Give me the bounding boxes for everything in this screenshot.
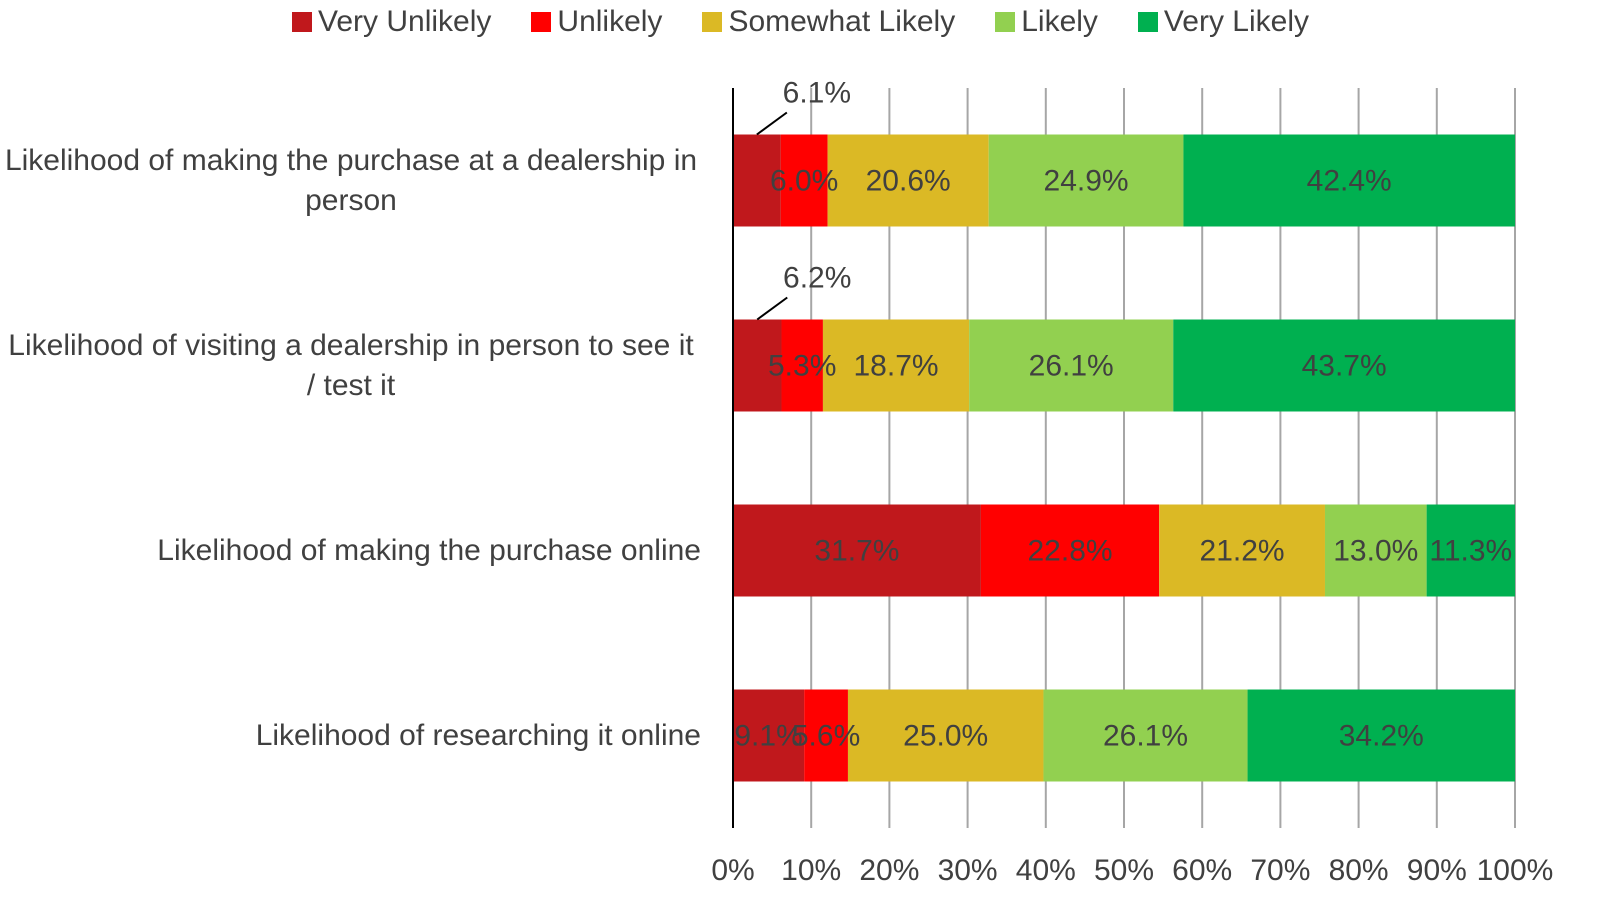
leader-line bbox=[756, 111, 788, 136]
x-tick-label: 70% bbox=[1250, 854, 1310, 887]
y-tick-label: Likelihood of researching it online bbox=[255, 718, 701, 752]
bar-segment bbox=[822, 319, 970, 412]
data-label: 43.7% bbox=[1302, 349, 1387, 382]
data-label: 21.2% bbox=[1200, 534, 1285, 567]
bar-segment bbox=[733, 504, 981, 597]
bar-segment bbox=[1324, 504, 1427, 597]
legend-item: Somewhat Likely bbox=[702, 5, 955, 39]
y-tick-label: Likelihood of visiting a dealership in p… bbox=[8, 328, 694, 402]
legend-item: Unlikely bbox=[531, 5, 662, 39]
legend-label: Likely bbox=[1021, 5, 1098, 38]
data-label: 13.0% bbox=[1333, 534, 1418, 567]
x-tick-label: 10% bbox=[781, 854, 841, 887]
x-tick-label: 60% bbox=[1172, 854, 1232, 887]
legend-swatch bbox=[702, 12, 723, 32]
bar-segment bbox=[733, 689, 805, 782]
bar-segment bbox=[733, 134, 781, 227]
data-label: 26.1% bbox=[1103, 719, 1188, 752]
bar-segment bbox=[1247, 689, 1515, 782]
legend-label: Somewhat Likely bbox=[728, 5, 956, 38]
bar-segment bbox=[969, 319, 1174, 412]
x-tick-label: 100% bbox=[1477, 854, 1554, 887]
x-tick-label: 40% bbox=[1016, 854, 1076, 887]
data-label: 11.3% bbox=[1429, 534, 1512, 567]
data-label: 31.7% bbox=[814, 534, 899, 567]
legend-label: Unlikely bbox=[557, 5, 663, 38]
bar-segment bbox=[988, 134, 1184, 227]
data-label: 24.9% bbox=[1044, 164, 1129, 197]
leader-line bbox=[756, 296, 788, 321]
bar-segment bbox=[1043, 689, 1248, 782]
data-label: 34.2% bbox=[1339, 719, 1424, 752]
data-label: 42.4% bbox=[1307, 164, 1392, 197]
x-tick-label: 30% bbox=[938, 854, 998, 887]
legend-swatch bbox=[292, 12, 312, 32]
legend-item: Likely bbox=[995, 5, 1098, 39]
x-tick-label: 80% bbox=[1329, 854, 1389, 887]
legend-swatch bbox=[531, 12, 552, 32]
bar-segment bbox=[780, 134, 828, 227]
data-label: 5.6% bbox=[792, 719, 860, 752]
bar-segment bbox=[733, 319, 782, 412]
bar-segment bbox=[1173, 319, 1515, 412]
legend-item: Very Likely bbox=[1137, 5, 1309, 39]
legend-item: Very Unlikely bbox=[292, 5, 491, 39]
bar-segment bbox=[827, 134, 989, 227]
x-tick-label: 50% bbox=[1094, 854, 1154, 887]
y-tick-label: Likelihood of making the purchase at a d… bbox=[4, 143, 698, 217]
x-tick-label: 0% bbox=[711, 854, 754, 887]
bar-segment bbox=[1159, 504, 1325, 597]
legend-swatch bbox=[1137, 12, 1158, 32]
legend-label: Very Unlikely bbox=[318, 5, 492, 38]
data-label: 6.0% bbox=[770, 164, 838, 197]
data-label: 6.1% bbox=[783, 76, 851, 109]
x-tick-label: 90% bbox=[1407, 854, 1467, 887]
bar-segment bbox=[847, 689, 1044, 782]
y-tick-label: Likelihood of making the purchase online bbox=[157, 533, 701, 567]
data-label: 18.7% bbox=[854, 349, 939, 382]
bar-segment bbox=[781, 319, 823, 412]
legend-swatch bbox=[995, 12, 1016, 32]
data-label: 26.1% bbox=[1029, 349, 1114, 382]
data-label: 20.6% bbox=[866, 164, 951, 197]
bar-segment bbox=[1183, 134, 1515, 227]
data-label: 22.8% bbox=[1028, 534, 1113, 567]
legend-label: Very Likely bbox=[1163, 5, 1309, 38]
x-tick-label: 20% bbox=[859, 854, 919, 887]
bar-segment bbox=[980, 504, 1160, 597]
bar-segment bbox=[1426, 504, 1515, 597]
bar-segment bbox=[804, 689, 848, 782]
data-label: 25.0% bbox=[903, 719, 988, 752]
legend: Very Unlikely Unlikely Somewhat Likely Like… bbox=[0, 2, 1601, 42]
data-label: 6.2% bbox=[783, 261, 851, 294]
data-label: 5.3% bbox=[768, 349, 836, 382]
data-label: 9.1% bbox=[734, 719, 802, 752]
